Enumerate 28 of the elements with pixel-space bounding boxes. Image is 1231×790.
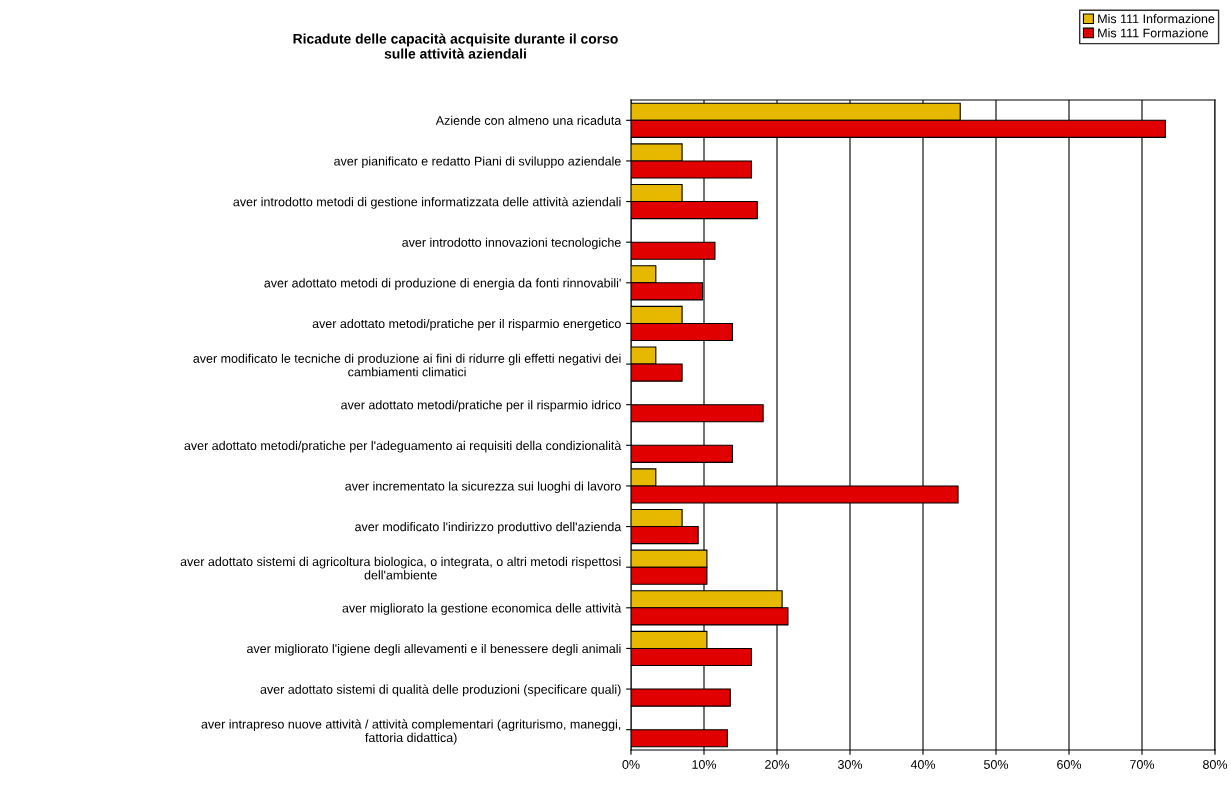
y-tick-label: aver adottato metodi di produzione di energia da fonti rinnovabili' — [264, 278, 621, 290]
y-tick-label: aver adottato sistemi di agricoltura biologica, o integrata, o altri metodi rispettosi dell'ambiente — [180, 556, 621, 580]
text: Ricadute delle capacità acquisite durante il corso sulle attività aziendali — [293, 33, 618, 59]
x-tick-label: 30% — [837, 760, 863, 769]
x-tick-label: 20% — [765, 760, 790, 769]
y-tick-label: aver adottato metodi/pratiche per il risparmio idrico — [341, 400, 621, 412]
x-tick-label: 60% — [1057, 760, 1082, 769]
y-tick-label: aver introdotto innovazioni tecnologiche — [402, 237, 621, 250]
legend-label: Mis 111 Informazione — [1098, 14, 1215, 24]
y-tick-label: aver adottato metodi/pratiche per il risparmio energetico — [312, 318, 621, 331]
y-tick-label: aver migliorato la gestione economica delle attività — [342, 603, 622, 616]
y-tick-label: aver modificato l'indirizzo produttivo dell'azienda — [355, 522, 622, 534]
y-tick-label: aver adottato metodi/pratiche per l'adeguamento ai requisiti della condizionalità — [184, 440, 622, 453]
y-tick-label: aver adottato sistemi di qualità delle produzioni (specificare quali) — [260, 684, 621, 697]
x-tick-label: 50% — [983, 760, 1009, 769]
x-tick-label: 10% — [692, 760, 717, 769]
y-tick-label: aver intrapreso nuove attività / attività complementari (agriturismo, maneggi, fattoria didattica) — [201, 719, 621, 745]
x-tick-label: 70% — [1130, 760, 1155, 769]
y-tick-label: aver modificato le tecniche di produzione ai fini di ridurre gli effetti negativi dei cambiamenti climatici — [193, 353, 621, 377]
y-tick-label: aver pianificato e redatto Piani di sviluppo aziendale — [334, 156, 621, 169]
y-tick-label: Aziende con almeno una ricaduta — [435, 115, 622, 125]
x-tick-label: 80% — [1203, 760, 1228, 769]
y-tick-label: aver migliorato l'igiene degli allevamenti e il benessere degli animali — [247, 643, 621, 656]
x-tick-label: 0% — [622, 760, 640, 769]
y-tick-label: aver incrementato la sicurezza sui luoghi di lavoro — [345, 481, 621, 494]
x-tick-label: 40% — [910, 760, 936, 769]
legend-label: Mis 111 Formazione — [1098, 28, 1209, 38]
y-tick-label: aver introdotto metodi di gestione informatizzata delle attività aziendali — [233, 196, 621, 209]
